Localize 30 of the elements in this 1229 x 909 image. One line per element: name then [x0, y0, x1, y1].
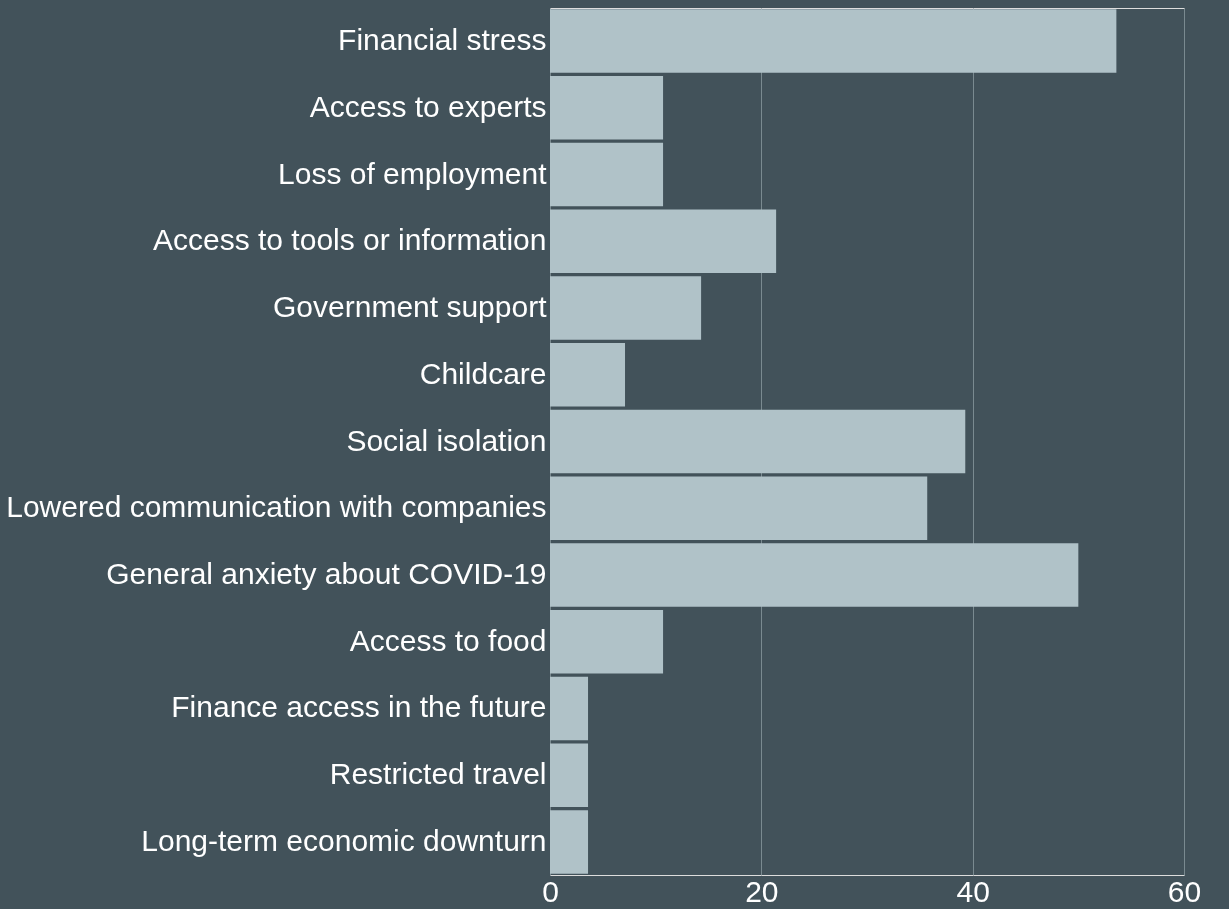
y-tick-label: Long-term economic downturn — [141, 823, 547, 857]
bar — [550, 676, 589, 741]
y-tick-label: Loss of employment — [278, 156, 548, 190]
y-tick-label: Access to experts — [309, 89, 547, 123]
x-tick-label: 20 — [745, 874, 779, 908]
y-tick-label: Lowered communication with companies — [6, 490, 547, 524]
bar — [550, 409, 966, 474]
bar — [550, 476, 928, 540]
bar — [550, 9, 1117, 73]
y-tick-label: Government support — [273, 290, 548, 324]
y-tick-label: Restricted travel — [329, 757, 547, 791]
y-tick-label: Finance access in the future — [171, 690, 547, 724]
x-tick-label: 60 — [1167, 874, 1202, 908]
bar — [550, 743, 589, 807]
y-tick-label: Social isolation — [346, 423, 547, 457]
y-tick-label: Access to tools or information — [152, 223, 547, 257]
y-tick-label: General anxiety about COVID-19 — [106, 556, 547, 590]
y-tick-label: Access to food — [349, 623, 547, 657]
y-tick-label: Childcare — [419, 356, 547, 390]
bar — [550, 276, 702, 340]
bar — [550, 142, 664, 207]
bar — [550, 810, 589, 874]
y-tick-label: Financial stress — [338, 23, 547, 57]
x-tick-label: 40 — [956, 874, 990, 908]
x-tick-label: 0 — [542, 874, 559, 908]
bar — [550, 76, 664, 140]
bar — [550, 610, 664, 674]
bar — [550, 343, 626, 407]
bar — [550, 543, 1079, 607]
bar — [550, 209, 777, 273]
